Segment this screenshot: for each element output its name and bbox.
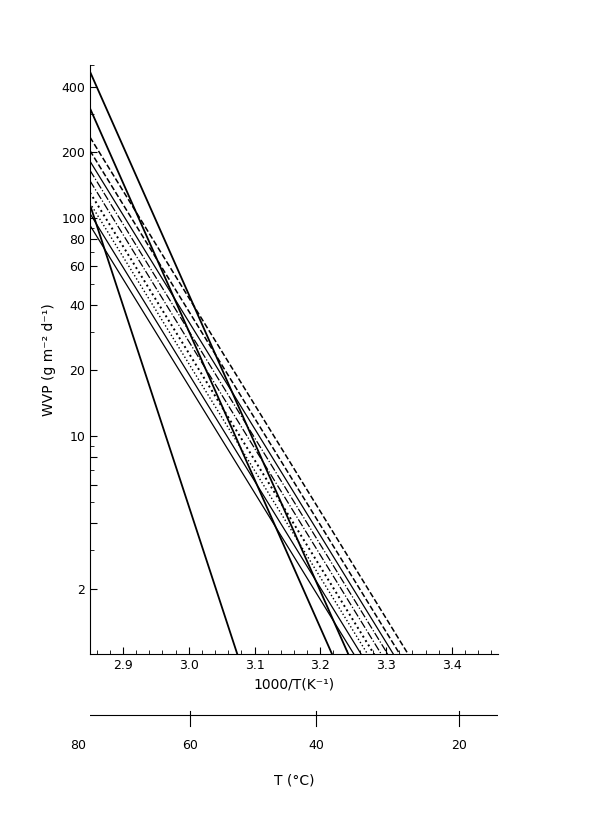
X-axis label: 1000/T(K⁻¹): 1000/T(K⁻¹) xyxy=(253,678,335,692)
Text: 40: 40 xyxy=(308,739,324,753)
Text: 80: 80 xyxy=(70,739,86,753)
Text: T (°C): T (°C) xyxy=(274,773,314,787)
Text: 60: 60 xyxy=(182,739,198,753)
Text: 20: 20 xyxy=(451,739,467,753)
Y-axis label: WVP (g m⁻² d⁻¹): WVP (g m⁻² d⁻¹) xyxy=(42,303,56,416)
